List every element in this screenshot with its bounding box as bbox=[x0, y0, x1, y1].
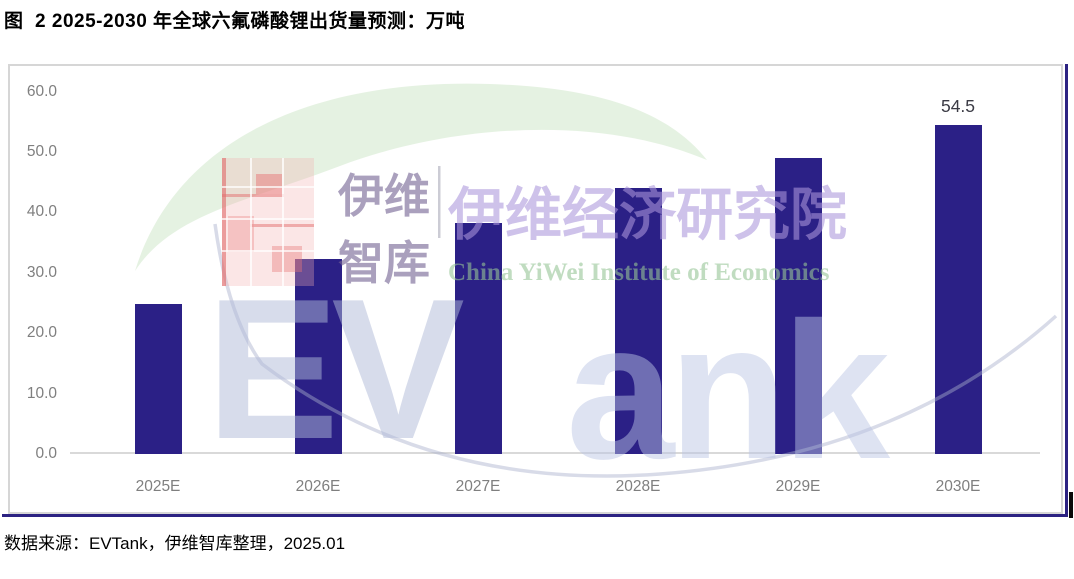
chart-frame: 60.0 50.0 40.0 30.0 20.0 10.0 0.0 2025E 2026E 202… bbox=[8, 64, 1063, 514]
bar-2026E bbox=[294, 259, 342, 454]
bar-2025E bbox=[134, 304, 182, 454]
bar-2029E bbox=[774, 158, 822, 454]
source-note: 数据来源：EVTank，伊维智库整理，2025.01 bbox=[4, 534, 346, 553]
accent-rule-right bbox=[1065, 64, 1068, 517]
y-axis-tick-label: 50.0 bbox=[26, 143, 57, 160]
bar-2028E bbox=[614, 188, 662, 454]
y-axis-tick-label: 10.0 bbox=[26, 384, 57, 402]
x-axis-tick-label: 2025E bbox=[135, 478, 181, 495]
x-axis-tick-label: 2029E bbox=[775, 478, 821, 495]
bar-2030E bbox=[934, 125, 982, 454]
cursor-mark bbox=[1069, 492, 1073, 518]
x-axis-line bbox=[70, 452, 1040, 454]
data-label-2030E: 54.5 bbox=[940, 96, 976, 116]
figure-title: 图 2 2025-2030 年全球六氟磷酸锂出货量预测：万吨 bbox=[4, 11, 466, 32]
bar-2027E bbox=[454, 223, 502, 454]
x-axis-tick-label: 2027E bbox=[455, 478, 501, 495]
bar-chart-plot-area: 60.0 50.0 40.0 30.0 20.0 10.0 0.0 2025E 2026E 202… bbox=[10, 66, 1061, 512]
accent-rule-bottom bbox=[2, 514, 1068, 517]
x-axis-tick-label: 2028E bbox=[615, 478, 661, 495]
y-axis-tick-label: 30.0 bbox=[26, 263, 57, 281]
x-axis-tick-label: 2030E bbox=[935, 478, 981, 495]
y-axis-tick-label: 40.0 bbox=[26, 203, 57, 221]
y-axis-tick-label: 0.0 bbox=[35, 445, 57, 462]
y-axis-tick-label: 20.0 bbox=[26, 324, 57, 342]
y-axis-tick-label: 60.0 bbox=[26, 82, 57, 100]
x-axis-tick-label: 2026E bbox=[295, 478, 341, 495]
